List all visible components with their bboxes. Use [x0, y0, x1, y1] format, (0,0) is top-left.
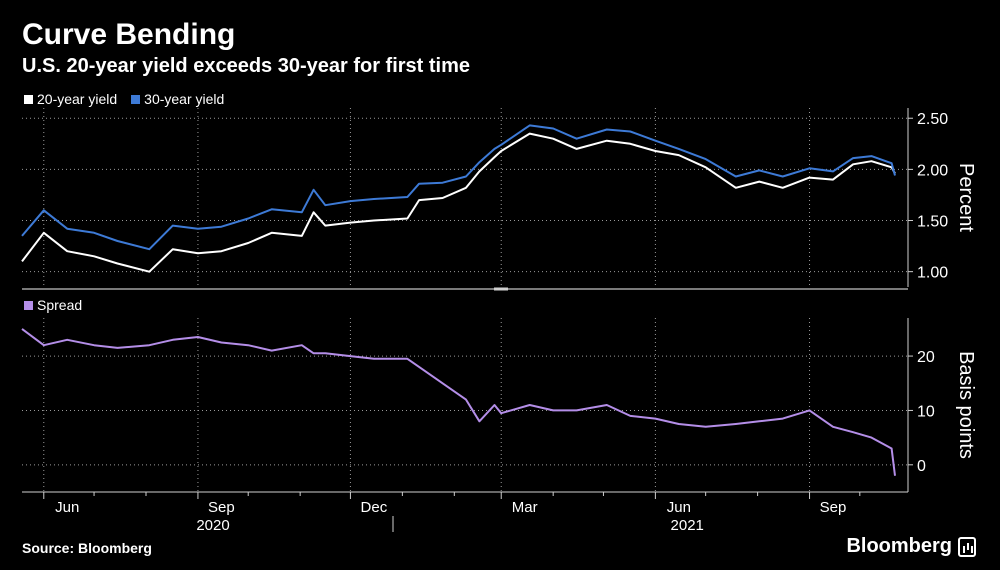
y-tick-label: 2.00	[917, 162, 948, 179]
x-tick-label: Dec	[361, 499, 388, 516]
legend-label-30y: 30-year yield	[144, 91, 225, 107]
series-line	[21, 132, 896, 273]
year-label: 2020	[196, 517, 229, 534]
chart-title: Curve Bending	[22, 18, 236, 51]
chart-subtitle: U.S. 20-year yield exceeds 30-year for f…	[22, 55, 471, 77]
legend-label-20y: 20-year yield	[37, 91, 118, 107]
x-tick-label: Jun	[55, 499, 79, 516]
legend-bottom: Spread	[24, 297, 90, 313]
year-label: 2021	[671, 517, 704, 534]
y-tick-label: 1.50	[917, 214, 948, 231]
bloomberg-logo: Bloomberg	[846, 535, 976, 558]
legend-swatch-spread	[24, 300, 33, 310]
legend-top: 20-year yield 30-year yield	[24, 91, 232, 107]
y-tick-label: 0	[917, 458, 926, 475]
series-line	[21, 124, 896, 251]
legend-swatch-20y	[24, 94, 33, 104]
y-tick-label: 10	[917, 403, 935, 420]
x-tick-label: Jun	[667, 499, 691, 516]
brand-name: Bloomberg	[846, 535, 952, 557]
x-tick-label: Sep	[208, 499, 235, 516]
x-tick-label: Sep	[820, 499, 847, 516]
y-axis-title: Percent	[955, 163, 977, 232]
legend-item-20y: 20-year yield	[24, 91, 117, 107]
bar-chart-icon	[958, 536, 976, 557]
spread-panel: 0 10 20 Basis points	[21, 318, 977, 492]
y-axis-title: Basis points	[955, 351, 977, 459]
y-tick-label: 2.50	[917, 111, 948, 128]
yield-panel: 1.00 1.50 2.00 2.50 Percent	[21, 108, 977, 287]
legend-item-spread: Spread	[24, 297, 82, 313]
legend-label-spread: Spread	[37, 297, 83, 313]
source-note: Source: Bloomberg	[22, 540, 152, 556]
series-line	[21, 328, 896, 476]
y-tick-label: 20	[917, 349, 935, 366]
legend-swatch-30y	[131, 94, 141, 104]
legend-item-30y: 30-year yield	[131, 91, 224, 107]
x-tick-label: Mar	[512, 499, 538, 516]
y-tick-label: 1.00	[917, 265, 948, 282]
